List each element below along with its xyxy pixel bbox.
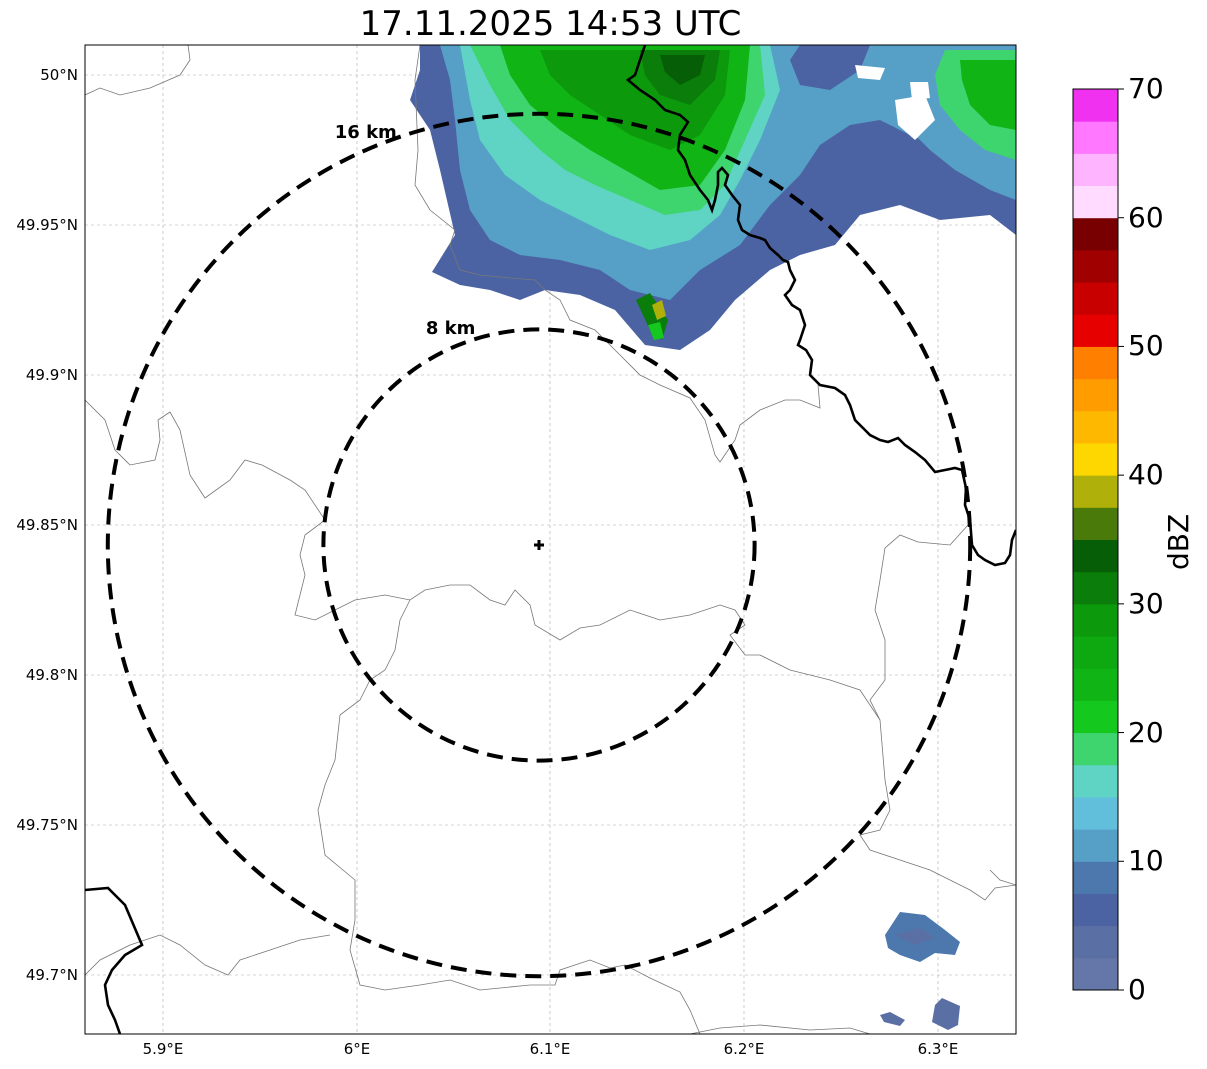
country-borders	[85, 45, 1016, 1034]
colorbar-segment	[1073, 957, 1118, 991]
longitude-label: 6.2°E	[723, 1040, 765, 1058]
range-ring-label: 8 km	[425, 317, 476, 339]
colorbar-tick-label: 30	[1128, 586, 1164, 620]
dbz-colorbar	[1072, 88, 1124, 991]
colorbar-tick-label: 20	[1128, 715, 1164, 749]
colorbar-segment	[1073, 539, 1118, 573]
longitude-label: 6.1°E	[529, 1040, 571, 1058]
latitude-label: 49.85°N	[16, 516, 78, 534]
colorbar-tick-label: 40	[1128, 458, 1164, 492]
colorbar-tick-label: 10	[1128, 844, 1164, 878]
latitude-label: 49.95°N	[16, 216, 78, 234]
colorbar-tick-label: 0	[1128, 973, 1146, 1006]
colorbar-segment	[1073, 732, 1118, 766]
colorbar-segment	[1073, 346, 1118, 380]
latitude-label: 49.8°N	[25, 666, 78, 684]
radar-site-marker	[534, 540, 544, 550]
latitude-label: 50°N	[40, 66, 78, 84]
colorbar-segment	[1073, 378, 1118, 412]
colorbar-segment	[1073, 796, 1118, 830]
latitude-label: 49.75°N	[16, 816, 78, 834]
colorbar-tick-label: 70	[1128, 72, 1164, 105]
colorbar-tick-label: 50	[1128, 329, 1164, 363]
colorbar-segment	[1073, 829, 1118, 862]
colorbar-segment	[1073, 442, 1118, 476]
colorbar-segment	[1073, 764, 1118, 798]
latitude-label: 49.9°N	[25, 366, 78, 384]
colorbar-segment	[1073, 89, 1118, 122]
colorbar-segment	[1073, 249, 1118, 283]
colorbar-segment	[1073, 636, 1118, 669]
colorbar-segment	[1073, 925, 1118, 959]
latitude-label: 49.7°N	[25, 966, 78, 984]
colorbar-segment	[1073, 282, 1118, 315]
radar-echoes	[410, 45, 1016, 1030]
colorbar-segment	[1073, 571, 1118, 605]
colorbar-segment	[1073, 410, 1118, 444]
range-ring	[105, 111, 973, 979]
regional-borders	[85, 45, 1016, 1034]
colorbar-label: dBZ	[1162, 513, 1195, 570]
range-rings	[105, 111, 973, 979]
map-frame	[84, 44, 1017, 1035]
colorbar-segment	[1073, 153, 1118, 187]
longitude-label: 6.3°E	[917, 1040, 959, 1058]
longitude-label: 5.9°E	[142, 1040, 184, 1058]
colorbar-segment	[1073, 861, 1118, 894]
map-title: 17.11.2025 14:53 UTC	[359, 4, 742, 44]
colorbar-frame	[1072, 88, 1119, 991]
colorbar-segment	[1073, 475, 1118, 508]
longitude-label: 6°E	[343, 1040, 371, 1058]
range-ring	[321, 327, 757, 763]
range-ring-label: 16 km	[334, 122, 397, 144]
colorbar-segment	[1073, 603, 1118, 637]
colorbar-tick-label: 60	[1128, 200, 1164, 234]
colorbar-segment	[1073, 668, 1118, 701]
colorbar-segment	[1073, 314, 1118, 347]
colorbar-segment	[1073, 217, 1118, 251]
colorbar-segment	[1073, 185, 1118, 219]
colorbar-segment	[1073, 121, 1118, 154]
colorbar-segment	[1073, 507, 1118, 540]
colorbar-segment	[1073, 893, 1118, 927]
colorbar-segment	[1073, 700, 1118, 734]
